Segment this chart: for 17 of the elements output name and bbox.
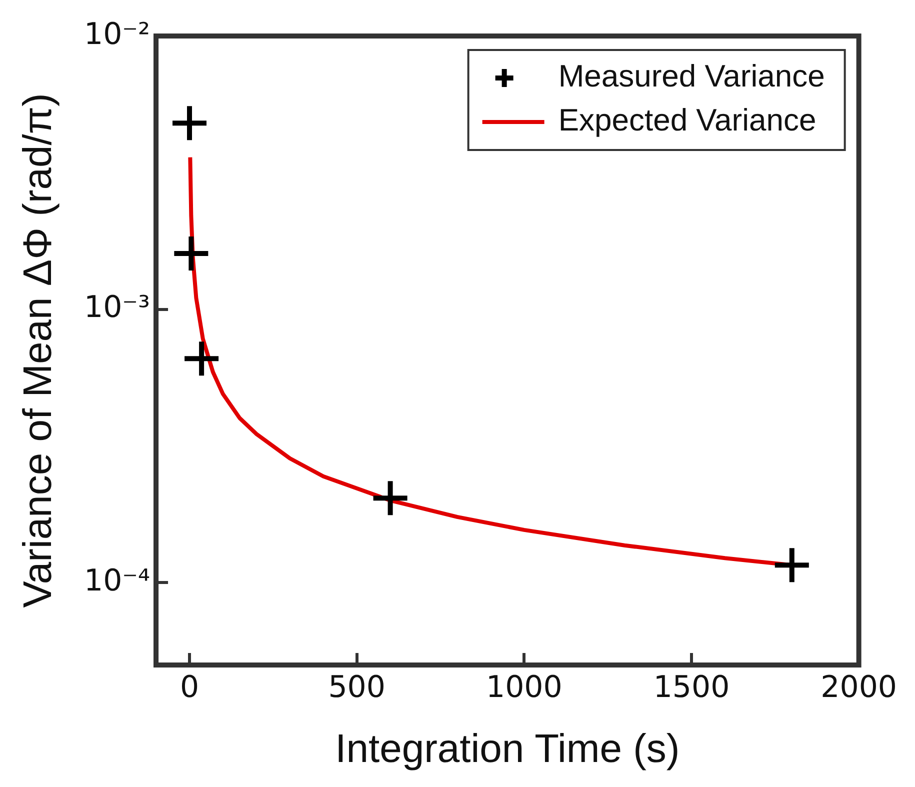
- point: [184, 342, 219, 376]
- point: [774, 548, 809, 582]
- y-tick-label: 10⁻³: [84, 290, 150, 326]
- x-axis-title: Integration Time (s): [335, 727, 680, 772]
- x-tick-label: 1000: [486, 670, 562, 705]
- x-tick-label: 2000: [820, 670, 898, 705]
- x-tick-label: 500: [328, 670, 386, 705]
- x-tick-label: 0: [180, 670, 200, 705]
- point: [373, 481, 408, 516]
- point: [172, 106, 206, 140]
- x-tick-label: 1500: [653, 670, 730, 705]
- legend-label: Expected Variance: [558, 102, 816, 138]
- point: [174, 236, 208, 271]
- y-tick-label: 10⁻²: [84, 16, 150, 52]
- y-axis-title: Variance of Mean ΔΦ (rad/π): [16, 93, 60, 608]
- legend-label: Measured Variance: [558, 58, 825, 94]
- y-tick-label: 10⁻⁴: [84, 564, 150, 599]
